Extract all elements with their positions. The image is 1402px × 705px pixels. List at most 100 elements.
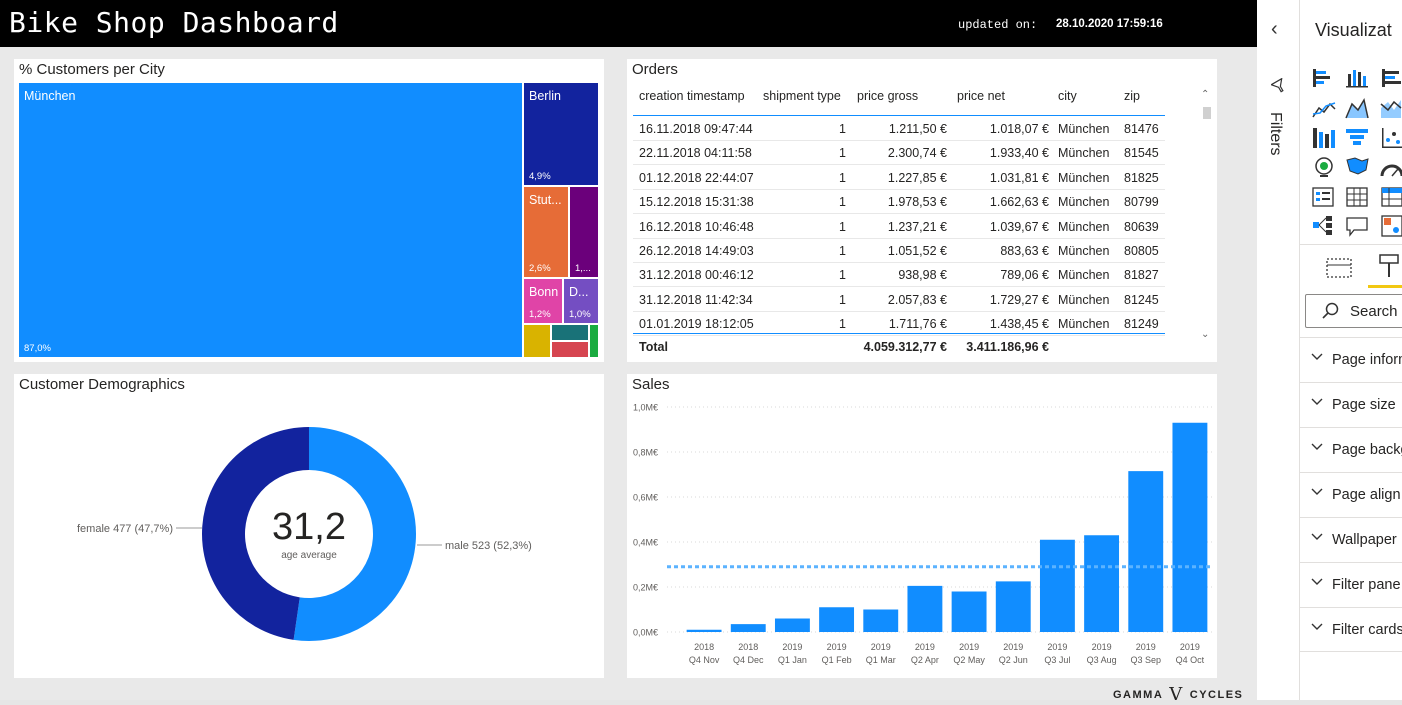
sales-card[interactable]: Sales 0,0M€ 0,2M€ 0,4M€ 0,6M€ 0,8M€ 1,0M€ 2018… xyxy=(627,374,1217,678)
sales-bar[interactable] xyxy=(1172,422,1208,632)
x-tick-year: 2019 xyxy=(1047,642,1067,652)
treemap-tile-berlin[interactable]: Berlin 4,9% xyxy=(524,83,598,185)
treemap-tile-muenchen[interactable]: München 87,0% xyxy=(19,83,522,357)
gauge-icon[interactable] xyxy=(1380,164,1402,177)
table-row[interactable]: 01.01.2019 18:12:05 1 1.711,76 € 1.438,45 €… xyxy=(633,312,1165,337)
col-header-shipment-type[interactable]: shipment type xyxy=(763,89,841,103)
treemap-tile-yellow[interactable] xyxy=(524,325,550,357)
filters-text: Filters xyxy=(1267,112,1284,156)
sales-bar[interactable] xyxy=(951,591,987,633)
treemap-tile-purple[interactable]: 1,... xyxy=(570,187,598,277)
table-row[interactable]: 31.12.2018 00:46:12 1 938,98 € 789,06 € Münc… xyxy=(633,263,1165,288)
logo-left: GAMMA xyxy=(1113,689,1164,701)
section-page-information[interactable]: Page inform xyxy=(1300,337,1402,382)
chevron-left-icon[interactable]: ‹ xyxy=(1271,18,1278,40)
table-row[interactable]: 15.12.2018 15:31:38 1 1.978,53 € 1.662,63 €… xyxy=(633,190,1165,215)
chevron-down-icon xyxy=(1311,488,1323,495)
section-page-background[interactable]: Page backg xyxy=(1300,427,1402,472)
sales-bar[interactable] xyxy=(907,585,943,632)
treemap-tile-bonn[interactable]: Bonn 1,2% xyxy=(524,279,562,323)
col-header-city[interactable]: city xyxy=(1058,89,1077,103)
section-wallpaper[interactable]: Wallpaper xyxy=(1300,517,1402,562)
sales-bar[interactable] xyxy=(686,629,722,632)
table-row[interactable]: 16.11.2018 09:47:44 1 1.211,50 € 1.018,07 €… xyxy=(633,117,1165,141)
section-page-size[interactable]: Page size xyxy=(1300,382,1402,427)
sales-title: Sales xyxy=(632,376,670,393)
clustered-bar-chart-icon[interactable] xyxy=(1382,69,1401,87)
slicer-icon[interactable] xyxy=(1312,187,1334,207)
cell-zip: 80805 xyxy=(1124,244,1159,258)
treemap-tile-red[interactable] xyxy=(552,342,588,357)
stacked-bar-chart-icon[interactable] xyxy=(1313,69,1330,87)
section-filter-cards[interactable]: Filter cards xyxy=(1300,607,1402,652)
funnel-chart-icon[interactable] xyxy=(1346,129,1368,145)
filter-funnel-icon[interactable] xyxy=(1271,78,1287,94)
y-tick-label: 0,8M€ xyxy=(633,448,658,458)
demographics-card[interactable]: Customer Demographics female 477 (47,7%)… xyxy=(14,374,604,678)
line-chart-icon[interactable] xyxy=(1312,102,1336,118)
x-tick-period: Q3 Jul xyxy=(1044,655,1070,665)
scatter-chart-icon[interactable] xyxy=(1382,128,1402,148)
donut-segment-female[interactable] xyxy=(202,427,309,640)
col-header-price-gross[interactable]: price gross xyxy=(857,89,919,103)
sales-bar[interactable] xyxy=(995,581,1031,632)
decomposition-tree-icon[interactable] xyxy=(1313,216,1332,235)
matrix-icon[interactable] xyxy=(1381,187,1402,207)
cell-zip: 81245 xyxy=(1124,292,1159,307)
treemap-tile-stuttgart[interactable]: Stut... 2,6% xyxy=(524,187,568,277)
col-header-creation-timestamp[interactable]: creation timestamp xyxy=(639,89,745,103)
treemap-card[interactable]: % Customers per City München 87,0% Berli… xyxy=(14,59,604,362)
section-page-alignment[interactable]: Page align xyxy=(1300,472,1402,517)
sales-bar[interactable] xyxy=(1128,471,1164,632)
sales-bar[interactable] xyxy=(1039,539,1075,632)
cell-price-net: 1.039,67 € xyxy=(989,219,1049,234)
filters-label[interactable]: Filters xyxy=(1258,112,1298,172)
cell-creation-timestamp: 01.01.2019 18:12:05 xyxy=(639,317,754,332)
section-filter-pane[interactable]: Filter pane xyxy=(1300,562,1402,607)
fields-tab-icon[interactable] xyxy=(1324,253,1354,283)
sales-bar[interactable] xyxy=(1084,535,1120,632)
cell-shipment-type: 1 xyxy=(839,292,846,307)
treemap-tile-green[interactable] xyxy=(590,325,598,357)
ribbon-chart-icon[interactable] xyxy=(1313,128,1335,148)
tile-percent: 2,6% xyxy=(529,263,551,274)
col-header-zip[interactable]: zip xyxy=(1124,89,1140,103)
y-tick-label: 0,4M€ xyxy=(633,538,658,548)
stacked-column-chart-icon[interactable] xyxy=(1346,70,1368,88)
x-tick-year: 2019 xyxy=(1003,642,1023,652)
smart-narrative-icon[interactable] xyxy=(1346,217,1368,237)
treemap-tile-teal[interactable] xyxy=(552,325,588,340)
sales-bar[interactable] xyxy=(819,607,855,632)
donut-segment-male[interactable] xyxy=(293,427,417,641)
table-row[interactable]: 16.12.2018 10:46:48 1 1.237,21 € 1.039,67 €… xyxy=(633,215,1165,239)
format-search-input[interactable]: Search xyxy=(1305,294,1402,328)
sales-bar[interactable] xyxy=(774,618,810,633)
treemap-tile-d[interactable]: D... 1,0% xyxy=(564,279,598,323)
filled-map-icon[interactable] xyxy=(1346,157,1369,175)
cell-zip: 81476 xyxy=(1124,122,1159,136)
table-row[interactable]: 31.12.2018 11:42:34 1 2.057,83 € 1.729,27 €… xyxy=(633,288,1165,312)
x-tick-period: Q2 Apr xyxy=(911,655,939,665)
header-divider xyxy=(633,115,1165,116)
stacked-area-chart-icon[interactable] xyxy=(1380,100,1402,118)
sales-bar[interactable] xyxy=(863,609,899,633)
table-icon[interactable] xyxy=(1346,187,1368,207)
col-header-price-net[interactable]: price net xyxy=(957,89,1005,103)
sales-bar[interactable] xyxy=(730,624,766,632)
scroll-down-icon[interactable]: ⌄ xyxy=(1201,329,1210,340)
scroll-up-icon[interactable]: ⌃ xyxy=(1201,89,1210,100)
format-paint-roller-icon[interactable] xyxy=(1374,251,1402,281)
orders-card[interactable]: Orders creation timestamp shipment type … xyxy=(627,59,1217,362)
table-row[interactable]: 26.12.2018 14:49:03 1 1.051,52 € 883,63 € Mü… xyxy=(633,239,1165,263)
custom-visual-icon[interactable] xyxy=(1381,215,1402,237)
cell-price-net: 1.662,63 € xyxy=(989,195,1049,210)
cell-city: München xyxy=(1058,292,1110,307)
area-chart-icon[interactable] xyxy=(1345,98,1369,119)
scrollbar-thumb[interactable] xyxy=(1203,107,1211,119)
table-row[interactable]: 01.12.2018 22:44:07 1 1.227,85 € 1.031,81 €… xyxy=(633,166,1165,190)
chevron-down-icon xyxy=(1311,353,1323,360)
map-icon[interactable] xyxy=(1315,157,1333,177)
treemap-title: % Customers per City xyxy=(19,61,165,78)
cell-zip: 81825 xyxy=(1124,170,1159,185)
table-row[interactable]: 22.11.2018 04:11:58 1 2.300,74 € 1.933,40 €… xyxy=(633,141,1165,166)
